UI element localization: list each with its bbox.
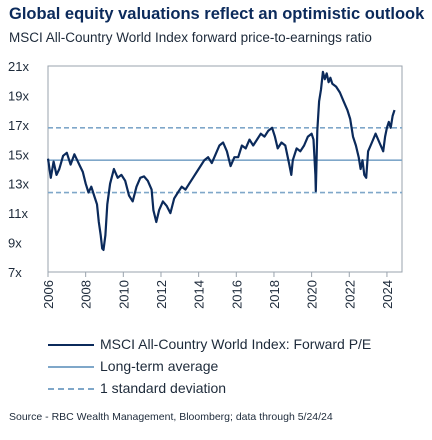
- y-tick-label: 19x: [8, 88, 29, 103]
- x-tick-label: 2014: [192, 280, 207, 309]
- chart-title: Global equity valuations reflect an opti…: [9, 5, 425, 23]
- x-tick-label: 2022: [342, 280, 357, 309]
- x-tick-label: 2020: [305, 280, 320, 309]
- chart-subtitle: MSCI All-Country World Index forward pri…: [9, 30, 372, 45]
- x-tick-label: 2006: [41, 280, 56, 309]
- y-tick-label: 11x: [8, 206, 28, 221]
- legend-label-average: Long-term average: [100, 358, 219, 374]
- plot-frame: [47, 65, 403, 273]
- pe-line-chart: 7x 9x 11x 13x 15x 17x 19x 21x 2006 2008 2010 2012 2…: [8, 59, 403, 309]
- y-tick-label: 17x: [8, 118, 29, 133]
- x-tick-label: 2018: [267, 280, 282, 309]
- legend-swatch-average: [48, 366, 94, 369]
- y-tick-label: 7x: [8, 265, 22, 280]
- y-tick-label: 13x: [8, 177, 29, 192]
- x-tick-label: 2008: [79, 280, 94, 309]
- y-tick-label: 21x: [8, 59, 29, 74]
- legend-swatch-stdev: [48, 388, 94, 391]
- x-tick-label: 2012: [154, 280, 169, 309]
- legend-item-stdev: 1 standard deviation: [48, 380, 226, 396]
- x-tick-label: 2024: [380, 280, 395, 309]
- legend-item-series: MSCI All-Country World Index: Forward P/…: [48, 336, 371, 352]
- source-note: Source - RBC Wealth Management, Bloomber…: [9, 411, 333, 423]
- legend-item-average: Long-term average: [48, 358, 218, 374]
- series-line-forward-pe: [46, 70, 396, 251]
- y-tick-label: 9x: [8, 236, 22, 251]
- legend-label-series: MSCI All-Country World Index: Forward P/…: [100, 336, 372, 352]
- x-tick-label: 2010: [116, 280, 131, 309]
- x-tick-label: 2016: [229, 280, 244, 309]
- legend-swatch-series: [48, 344, 94, 347]
- legend-label-stdev: 1 standard deviation: [100, 380, 227, 396]
- y-tick-label: 15x: [8, 147, 29, 162]
